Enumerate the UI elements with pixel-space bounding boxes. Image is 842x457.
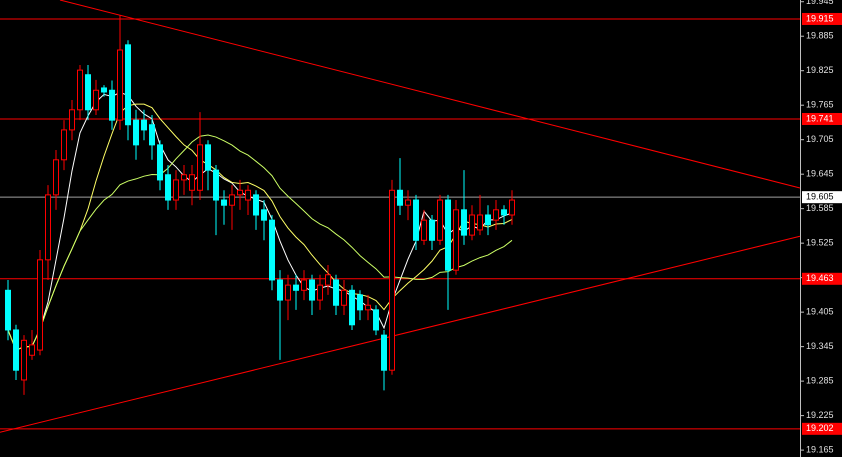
level-label-box — [802, 112, 842, 125]
candle-body — [325, 274, 331, 286]
candle-body — [285, 284, 291, 301]
candle-body — [413, 199, 419, 241]
candle-body — [245, 189, 251, 201]
level-label: 19.915 — [806, 13, 834, 23]
candle-body — [485, 214, 491, 226]
candle-body — [365, 304, 371, 311]
candle-body — [469, 214, 475, 236]
candle-body — [21, 339, 27, 381]
candle-body — [357, 294, 363, 311]
candle-body — [253, 194, 259, 216]
candle-body — [333, 279, 339, 306]
candle-body — [421, 219, 427, 241]
moving-average — [7, 91, 513, 351]
candle-body — [477, 214, 483, 231]
y-tick-label: 19.885 — [806, 31, 834, 41]
candle-body — [501, 209, 507, 216]
candle-body — [261, 209, 267, 221]
candle-body — [213, 169, 219, 201]
candle-body — [5, 289, 11, 331]
level-label: 19.741 — [806, 113, 834, 123]
level-label-box — [802, 12, 842, 25]
y-tick-label: 19.225 — [806, 410, 834, 420]
candle-body — [45, 194, 51, 261]
y-tick-label: 19.285 — [806, 375, 834, 385]
candle-body — [509, 199, 515, 216]
y-tick-label: 19.825 — [806, 65, 834, 75]
candle-body — [381, 334, 387, 371]
candle-body — [69, 109, 75, 131]
candle-body — [405, 199, 411, 206]
current-price-label: 19.605 — [806, 192, 834, 202]
candle-body — [453, 209, 459, 271]
candle-body — [437, 199, 443, 241]
candle-body — [93, 89, 99, 111]
candle-body — [37, 259, 43, 351]
candle-body — [205, 144, 211, 171]
candle-body — [197, 144, 203, 191]
candle-body — [493, 209, 499, 221]
candle-body — [181, 174, 187, 181]
candle-body — [85, 74, 91, 111]
candle-body — [173, 179, 179, 201]
candle-body — [157, 144, 163, 181]
candle-body — [309, 279, 315, 301]
candle-body — [293, 284, 299, 291]
candle-body — [165, 174, 171, 201]
candle-body — [461, 209, 467, 236]
moving-average — [7, 103, 513, 351]
candle-body — [133, 119, 139, 146]
candle-body — [101, 87, 107, 93]
y-tick-label: 19.345 — [806, 341, 834, 351]
candle-body — [445, 199, 451, 271]
level-label: 19.463 — [806, 273, 834, 283]
candle-body — [117, 49, 123, 121]
candle-body — [109, 89, 115, 121]
candle-body — [13, 329, 19, 371]
candle-body — [53, 159, 59, 196]
candle-body — [77, 69, 83, 111]
candle-body — [341, 289, 347, 306]
moving-average — [7, 134, 513, 351]
y-tick-label: 19.645 — [806, 169, 834, 179]
candle-body — [397, 189, 403, 206]
y-tick-label: 19.165 — [806, 444, 834, 454]
y-tick-label: 19.405 — [806, 307, 834, 317]
y-tick-label: 19.585 — [806, 203, 834, 213]
y-tick-label: 19.765 — [806, 100, 834, 110]
candle-body — [429, 219, 435, 241]
candle-body — [269, 219, 275, 281]
candle-body — [141, 119, 147, 131]
candle-body — [301, 279, 307, 291]
candle-body — [61, 129, 67, 161]
candle-body — [189, 174, 195, 191]
candle-body — [373, 309, 379, 331]
candle-body — [125, 44, 131, 126]
candle-body — [221, 199, 227, 206]
candle-body — [149, 124, 155, 146]
candle-body — [349, 289, 355, 326]
candle-body — [317, 284, 323, 301]
candle-body — [277, 279, 283, 301]
candle-body — [29, 344, 35, 356]
current-price-box — [802, 191, 842, 204]
candle-body — [237, 189, 243, 196]
y-tick-label: 19.525 — [806, 238, 834, 248]
level-label-box — [802, 422, 842, 435]
candle-body — [229, 194, 235, 206]
trend-line — [59, 0, 801, 189]
y-tick-label: 19.945 — [806, 0, 834, 6]
level-label-box — [802, 272, 842, 285]
y-tick-label: 19.705 — [806, 134, 834, 144]
candle-body — [389, 189, 395, 371]
trend-line — [0, 235, 801, 433]
level-label: 19.202 — [806, 423, 834, 433]
